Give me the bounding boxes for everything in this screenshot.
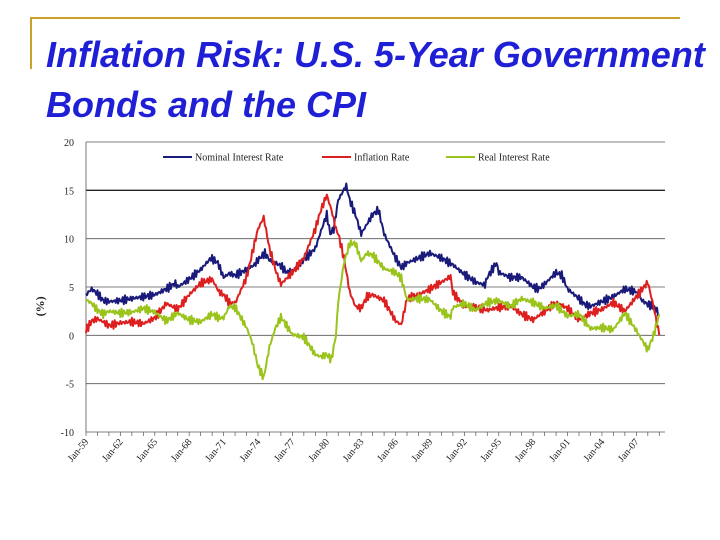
chart-grid <box>85 141 665 436</box>
legend: Nominal Interest Rate Inflation Rate Real … <box>163 153 550 164</box>
x-tick-label: Jan-01 <box>547 437 573 465</box>
x-tick-label: Jan-74 <box>238 437 264 465</box>
legend-label: Nominal Interest Rate <box>195 153 284 164</box>
y-axis-label: (%) <box>33 296 47 316</box>
y-tick-labels: 20 15 10 5 0 -5 -10 <box>61 138 74 439</box>
x-tick-labels: Jan-59 Jan-62 Jan-65 Jan-68 Jan-71 Jan-74 Jan-… <box>66 437 642 465</box>
x-tick-label: Jan-98 <box>513 437 539 465</box>
y-tick-label: 20 <box>64 138 74 149</box>
slide-title: Inflation Risk: U.S. 5-Year Government B… <box>46 34 705 125</box>
x-tick-label: Jan-59 <box>66 437 92 465</box>
series-line-2 <box>85 239 661 381</box>
y-tick-label: 0 <box>69 331 74 342</box>
y-tick-label: 10 <box>64 235 74 246</box>
series-line-1 <box>85 193 661 336</box>
x-tick-label: Jan-68 <box>169 437 195 465</box>
x-tick-label: Jan-77 <box>272 437 298 465</box>
accent-line-left <box>30 17 32 69</box>
x-tick-label: Jan-83 <box>341 437 367 465</box>
x-tick-label: Jan-65 <box>135 437 161 465</box>
legend-label: Inflation Rate <box>354 153 410 164</box>
x-tick-label: Jan-95 <box>478 437 504 465</box>
y-tick-label: -10 <box>61 428 74 439</box>
y-tick-label: 5 <box>69 283 74 294</box>
y-tick-label: -5 <box>66 380 74 391</box>
x-tick-label: Jan-89 <box>410 437 436 465</box>
series-line-0 <box>85 182 661 317</box>
x-tick-label: Jan-07 <box>616 437 642 465</box>
legend-label: Real Interest Rate <box>478 153 550 164</box>
x-tick-label: Jan-80 <box>306 437 332 465</box>
x-tick-label: Jan-86 <box>375 437 401 465</box>
x-tick-label: Jan-92 <box>444 437 470 465</box>
accent-line-top <box>30 17 680 19</box>
x-tick-label: Jan-71 <box>203 437 229 465</box>
x-tick-label: Jan-04 <box>582 437 608 465</box>
series-lines <box>85 182 661 381</box>
y-tick-label: 15 <box>64 186 74 197</box>
x-tick-label: Jan-62 <box>100 437 126 465</box>
